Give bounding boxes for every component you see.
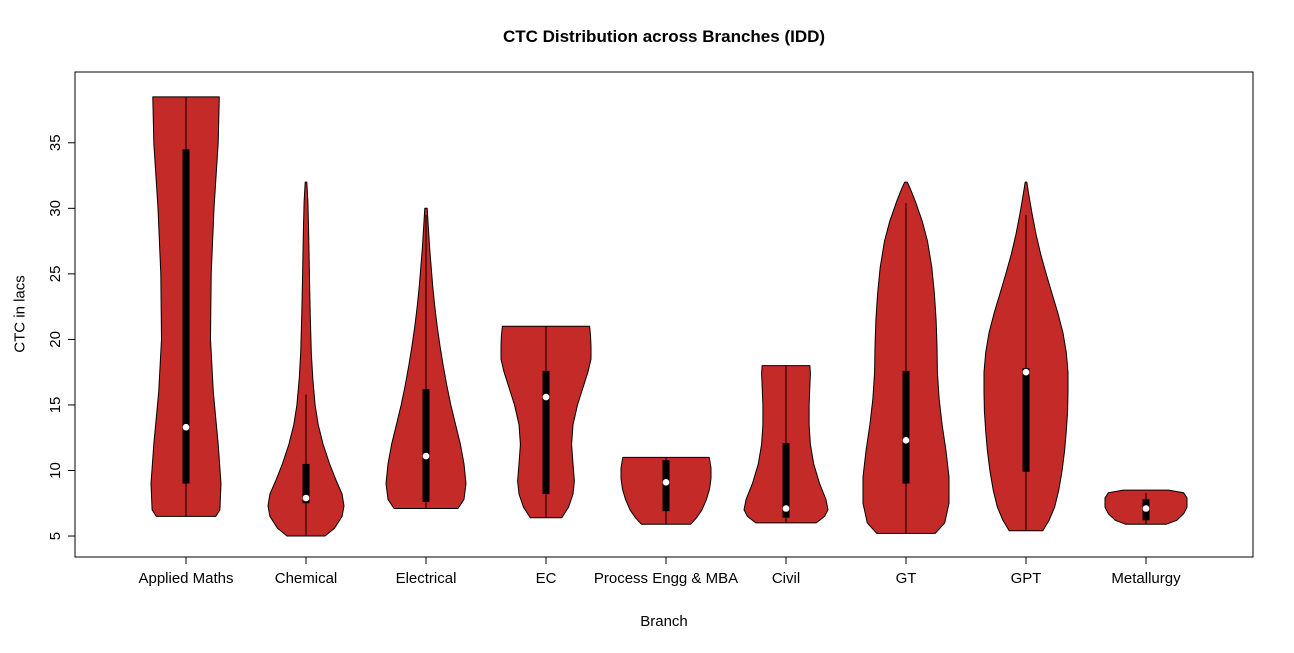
boxplot-box <box>302 463 310 504</box>
x-tick-label: Applied Maths <box>138 570 233 587</box>
x-tick-label: Electrical <box>396 570 457 587</box>
y-tick-label: 15 <box>47 397 64 414</box>
x-tick-label: GPT <box>1011 570 1042 587</box>
y-tick-label: 25 <box>47 266 64 283</box>
y-tick-label: 10 <box>47 462 64 479</box>
boxplot-box <box>542 370 550 495</box>
median-dot <box>542 393 550 401</box>
median-dot <box>422 452 430 460</box>
x-tick-label: Civil <box>772 570 800 587</box>
x-tick-label: Metallurgy <box>1111 570 1181 587</box>
x-tick-label: Process Engg & MBA <box>594 570 738 587</box>
x-tick-label: GT <box>896 570 917 587</box>
median-dot <box>1022 368 1030 376</box>
y-tick-label: 30 <box>47 200 64 217</box>
y-tick-label: 35 <box>47 134 64 151</box>
median-dot <box>662 478 670 486</box>
median-dot <box>782 505 790 512</box>
boxplot-box <box>422 389 430 502</box>
x-tick-label: EC <box>536 570 557 587</box>
boxplot-box <box>1022 368 1030 472</box>
plot-border <box>74 71 1254 558</box>
y-axis-label: CTC in lacs <box>11 275 29 353</box>
boxplot-box <box>182 149 190 484</box>
x-axis-label: Branch <box>640 613 688 630</box>
chart-title: CTC Distribution across Branches (IDD) <box>502 27 826 46</box>
median-dot <box>302 494 310 502</box>
violin-shape <box>267 181 345 537</box>
x-tick-label: Chemical <box>275 570 338 587</box>
median-dot <box>902 437 910 444</box>
boxplot-box <box>902 370 910 484</box>
y-tick-label: 20 <box>47 331 64 348</box>
y-tick-label: 5 <box>47 532 64 540</box>
boxplot-box <box>782 442 790 518</box>
median-dot <box>182 423 190 431</box>
median-dot <box>1142 505 1150 512</box>
